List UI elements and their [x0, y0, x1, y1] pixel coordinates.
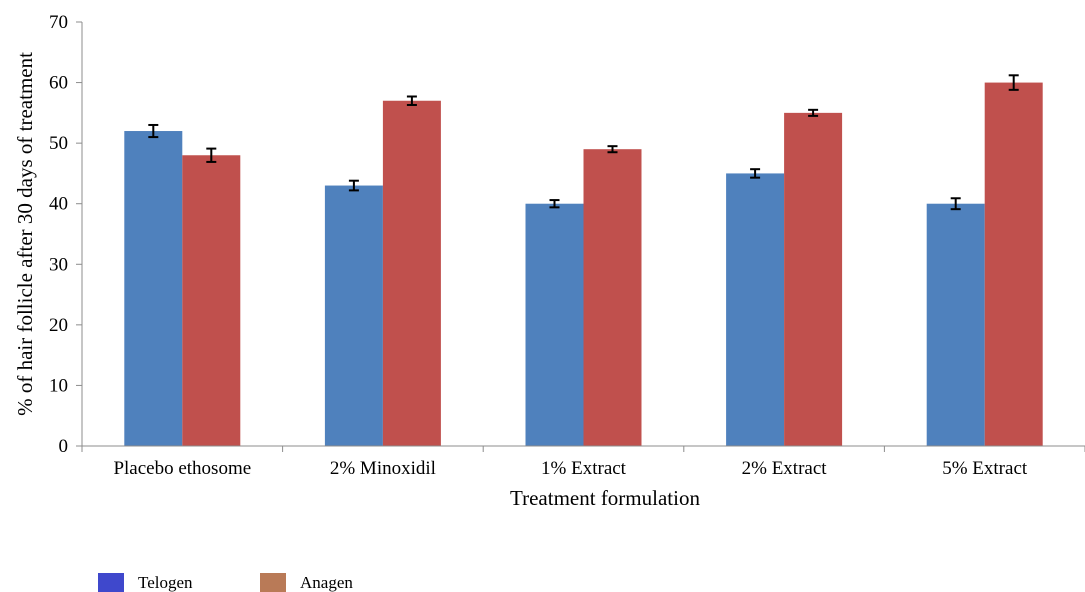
bar-anagen-placebo-ethosome	[182, 155, 241, 446]
error-bars-layer	[148, 74, 1019, 211]
axes-layer	[81, 22, 1085, 447]
bar-telogen-2-extract	[726, 173, 785, 446]
bar-telogen-5-extract	[926, 203, 985, 446]
category-label-2-extract: 2% Extract	[742, 458, 828, 479]
category-label-placebo-ethosome: Placebo ethosome	[113, 458, 251, 479]
category-label-1-extract: 1% Extract	[541, 458, 627, 479]
category-labels-layer: Placebo ethosome 2% Minoxidil 1% Extract 2%…	[81, 446, 1085, 479]
bars-layer	[124, 82, 1043, 447]
x-axis-title: Treatment formulation	[510, 486, 700, 510]
bar-anagen-5-extract	[984, 82, 1043, 447]
category-label-5-extract: 5% Extract	[942, 458, 1028, 479]
bar-telogen-2-minoxidil	[324, 185, 383, 447]
category-label-2-minoxidil: 2% Minoxidil	[330, 458, 436, 479]
legend: Telogen Anagen	[98, 573, 353, 592]
bar-telogen-1-extract	[525, 203, 584, 446]
bar-anagen-1-extract	[583, 149, 642, 446]
y-tick-label: 30	[49, 254, 68, 275]
y-tick-label: 60	[49, 73, 68, 94]
y-tick-label: 40	[49, 194, 68, 215]
legend-label-anagen: Anagen	[300, 573, 353, 592]
y-tick-label: 0	[59, 436, 69, 457]
y-ticks-layer: 0 10 20 30 40 50 60 70	[49, 12, 82, 457]
y-tick-label: 20	[49, 315, 68, 336]
bar-anagen-2-extract	[784, 112, 843, 446]
bar-anagen-2-minoxidil	[382, 100, 441, 446]
bar-telogen-placebo-ethosome	[124, 131, 183, 446]
legend-swatch-telogen	[98, 573, 124, 592]
y-axis-title: % of hair follicle after 30 days of trea…	[13, 52, 37, 416]
y-tick-label: 50	[49, 133, 68, 154]
legend-label-telogen: Telogen	[138, 573, 193, 592]
y-tick-label: 70	[49, 12, 68, 33]
legend-swatch-anagen	[260, 573, 286, 592]
y-tick-label: 10	[49, 375, 68, 396]
